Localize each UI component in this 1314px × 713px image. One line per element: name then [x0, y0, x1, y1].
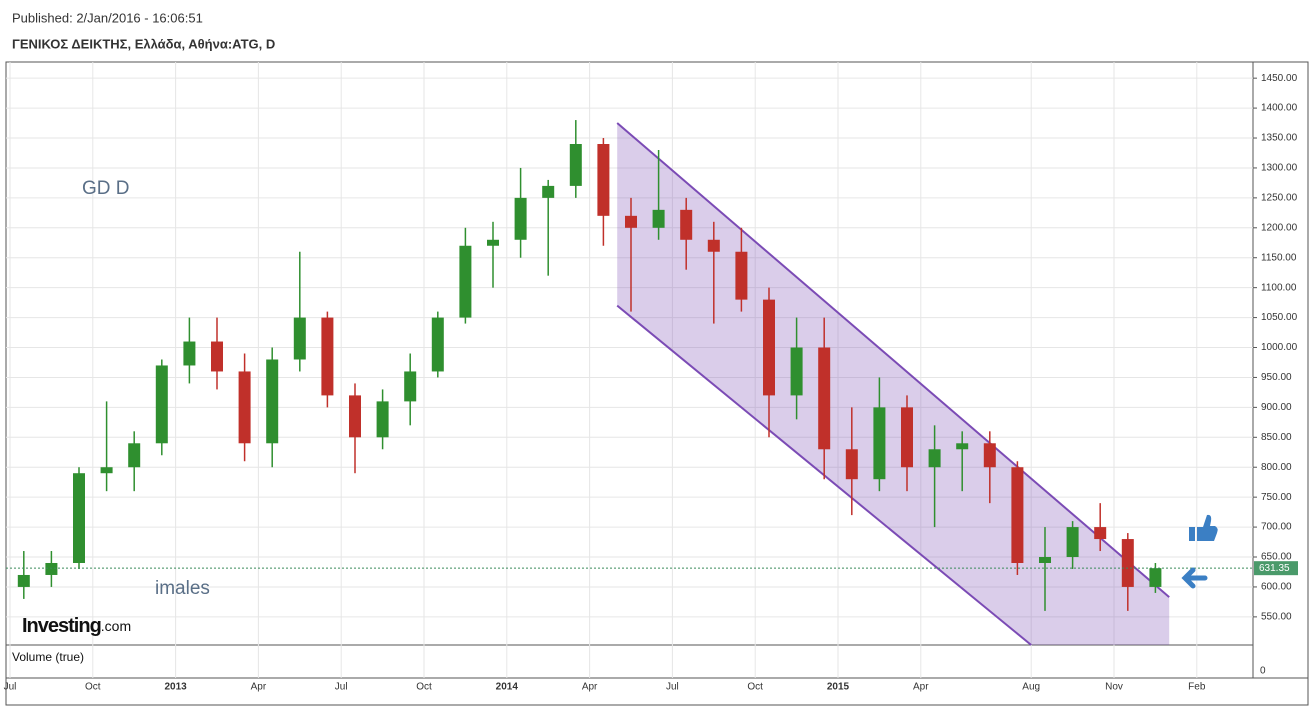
channel-line [616, 122, 1170, 598]
volume-label: Volume (true) [12, 650, 84, 664]
x-tick-label: Jul [4, 682, 17, 693]
y-tick-label: 700.00 [1261, 522, 1292, 533]
candle-body [45, 562, 58, 575]
logo-suffix: .com [101, 618, 131, 634]
candle-body [680, 209, 693, 240]
candle-body [404, 371, 417, 402]
published: Published: 2/Jan/2016 - 16:06:51 [12, 10, 203, 25]
candle-body [652, 209, 665, 228]
y-tick-label: 1050.00 [1261, 312, 1298, 323]
candle-body [983, 443, 996, 468]
candle-body [1011, 467, 1024, 563]
candle-body [17, 574, 30, 587]
y-tick-label: 850.00 [1261, 432, 1292, 443]
candle-body [818, 347, 831, 450]
x-tick-label: Feb [1188, 682, 1206, 693]
candle-body [542, 185, 555, 198]
candle-body [928, 449, 941, 468]
volume-tick: 0 [1260, 666, 1266, 677]
y-tick-label: 750.00 [1261, 492, 1292, 503]
x-tick-label: Apr [582, 682, 598, 693]
candle-body [128, 443, 141, 468]
candle-body [238, 371, 251, 444]
candle-body [183, 341, 196, 366]
thumbs-up-icon [1189, 514, 1218, 541]
x-tick-label: Jul [666, 682, 679, 693]
x-tick-label: Jul [335, 682, 348, 693]
x-tick-label: Oct [416, 682, 432, 693]
logo: Investing.com [22, 615, 131, 637]
y-tick-label: 1000.00 [1261, 342, 1298, 353]
annotation: imales [155, 578, 210, 599]
instrument: ΓΕΝΙΚΟΣ ΔΕΙΚΤΗΣ, Ελλάδα, Αθήνα:ATG, D [12, 36, 275, 51]
candle-body [100, 467, 113, 474]
x-tick-label: 2013 [164, 682, 187, 693]
candle-body [790, 347, 803, 396]
x-tick-label: Aug [1022, 682, 1040, 693]
candle-body [735, 251, 748, 300]
candle-body [956, 443, 969, 450]
y-tick-label: 1350.00 [1261, 133, 1298, 144]
logo-brand: Investing [22, 615, 101, 637]
y-tick-label: 550.00 [1261, 612, 1292, 623]
x-tick-label: Nov [1105, 682, 1123, 693]
y-tick-label: 1150.00 [1261, 252, 1297, 263]
last-price-label: 631.35 [1259, 563, 1290, 574]
candle-body [1149, 568, 1162, 587]
candle-body [569, 144, 582, 186]
candle-body [1039, 557, 1051, 563]
x-tick-label: 2014 [496, 682, 519, 693]
x-tick-label: Apr [913, 682, 929, 693]
candle-body [625, 215, 637, 228]
candle-body [459, 245, 472, 318]
y-tick-label: 800.00 [1261, 462, 1292, 473]
candle-body [1121, 539, 1134, 587]
y-tick-label: 1200.00 [1261, 222, 1298, 233]
candle-body [73, 473, 85, 563]
candle-body [1066, 527, 1079, 558]
y-tick-label: 950.00 [1261, 372, 1292, 383]
candle-body [1094, 527, 1107, 540]
x-tick-label: Apr [251, 682, 267, 693]
y-tick-label: 1450.00 [1261, 73, 1298, 84]
x-tick-label: Oct [85, 682, 101, 693]
y-tick-label: 1300.00 [1261, 163, 1298, 174]
candle-body [487, 239, 499, 246]
candle-body [349, 395, 361, 438]
candle-body [845, 449, 858, 480]
channel-fill [617, 123, 1170, 645]
candle-body [873, 407, 886, 480]
candle-body [266, 359, 279, 444]
frame [5, 61, 1309, 706]
candle-body [901, 407, 913, 468]
y-tick-label: 600.00 [1261, 582, 1292, 593]
candle-body [155, 365, 168, 444]
y-tick-label: 1250.00 [1261, 193, 1298, 204]
candle-body [707, 239, 720, 252]
x-tick-label: 2015 [827, 682, 850, 693]
candle-body [376, 401, 389, 438]
y-tick-label: 650.00 [1261, 552, 1292, 563]
last-price-badge [1254, 561, 1298, 576]
y-tick-label: 1400.00 [1261, 103, 1298, 114]
candle-body [597, 144, 610, 216]
candle-body [321, 317, 334, 396]
annotation: GD D [82, 178, 130, 199]
candle-body [431, 317, 444, 372]
arrow-icon [1181, 567, 1208, 589]
y-tick-label: 1100.00 [1261, 282, 1297, 293]
candle-body [293, 317, 306, 360]
candle-body [514, 197, 527, 240]
y-tick-label: 900.00 [1261, 402, 1292, 413]
x-tick-label: Oct [747, 682, 763, 693]
candle-body [211, 341, 223, 372]
candle-body [763, 299, 775, 396]
